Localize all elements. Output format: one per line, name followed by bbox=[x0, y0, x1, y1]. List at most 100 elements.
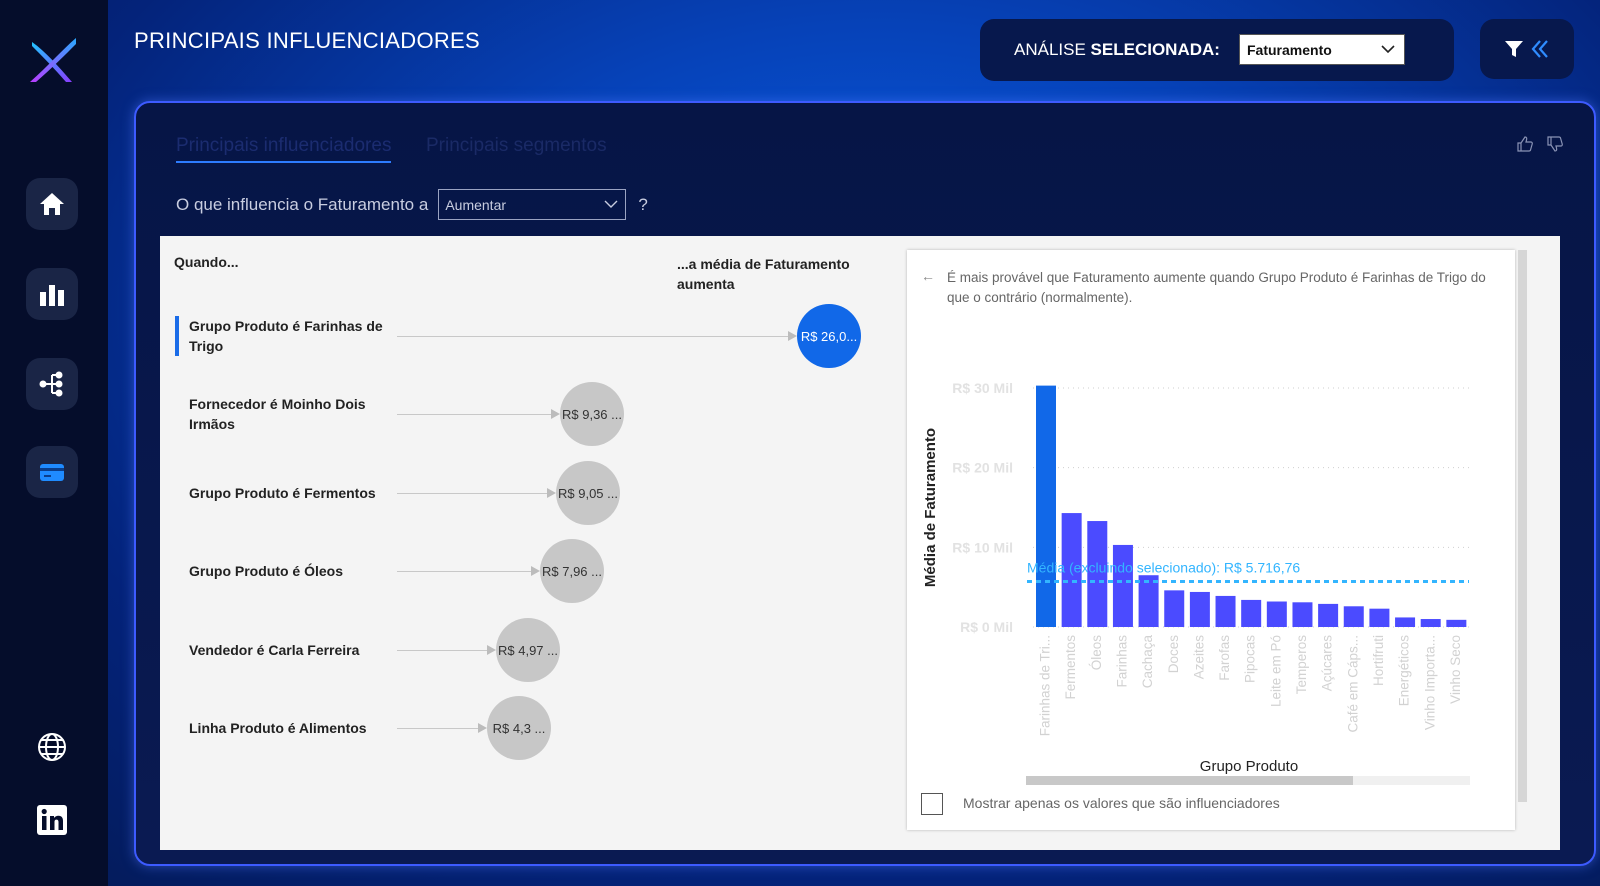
feedback-buttons bbox=[1516, 135, 1564, 153]
chart-horizontal-scrollbar[interactable] bbox=[1026, 776, 1470, 785]
influencer-row-label[interactable]: Grupo Produto é Fermentos bbox=[189, 485, 376, 501]
influencer-value-bubble[interactable]: R$ 4,97 ... bbox=[496, 618, 560, 682]
analysis-dropdown[interactable]: Faturamento bbox=[1239, 34, 1405, 65]
col-average-line2: aumenta bbox=[677, 276, 735, 292]
bar bbox=[1420, 619, 1441, 627]
thumbs-up-icon[interactable] bbox=[1516, 135, 1534, 153]
arrow-right-icon bbox=[487, 645, 496, 655]
chart-scroll-thumb[interactable] bbox=[1026, 776, 1353, 785]
analysis-dropdown-value: Faturamento bbox=[1247, 41, 1332, 58]
bar bbox=[1292, 602, 1313, 627]
question-mark: ? bbox=[638, 194, 648, 214]
x-tick-label: Pipocas bbox=[1243, 635, 1258, 683]
x-tick-label: Cachaça bbox=[1140, 635, 1155, 689]
influencer-row-line bbox=[397, 571, 534, 572]
x-tick-label: Café em Cáps... bbox=[1345, 635, 1360, 733]
influencer-row-label[interactable]: Grupo Produto é Óleos bbox=[189, 563, 344, 579]
x-tick-label: Azeites bbox=[1191, 635, 1206, 680]
bar bbox=[1369, 608, 1390, 627]
back-arrow-icon[interactable]: ← bbox=[921, 268, 935, 284]
bar bbox=[1266, 601, 1287, 627]
bar bbox=[1395, 617, 1416, 627]
x-tick-label: Energéticos bbox=[1397, 635, 1412, 707]
bar bbox=[1241, 599, 1262, 627]
arrow-right-icon bbox=[478, 723, 487, 733]
tab-key-influencers[interactable]: Principais influenciadores bbox=[176, 135, 392, 163]
y-tick-label: R$ 20 Mil bbox=[952, 460, 1013, 476]
show-only-influencers-label: Mostrar apenas os valores que são influe… bbox=[963, 795, 1280, 811]
bar bbox=[1318, 603, 1339, 627]
influencer-detail-card: ← É mais provável que Faturamento aument… bbox=[907, 250, 1515, 830]
x-tick-label: Hortifruti bbox=[1371, 635, 1386, 686]
x-tick-label: Vinho Seco bbox=[1448, 635, 1463, 704]
influencer-row-line bbox=[397, 650, 490, 651]
influencer-row-line bbox=[397, 493, 550, 494]
bar bbox=[1164, 590, 1185, 627]
x-tick-label: Açúcares bbox=[1320, 635, 1335, 692]
influencer-row-line bbox=[397, 728, 481, 729]
influencer-row-label[interactable]: Vendedor é Carla Ferreira bbox=[189, 642, 360, 658]
influencer-value-bubble[interactable]: R$ 9,36 ... bbox=[560, 382, 624, 446]
influencer-value-bubble[interactable]: R$ 9,05 ... bbox=[556, 461, 620, 525]
selected-row-indicator bbox=[175, 316, 179, 356]
linkedin-link[interactable] bbox=[32, 800, 72, 840]
key-influencers-panel: Principais influenciadores Principais se… bbox=[134, 101, 1596, 866]
y-tick-label: R$ 10 Mil bbox=[952, 539, 1013, 555]
arrow-right-icon bbox=[551, 409, 560, 419]
show-only-influencers-checkbox[interactable] bbox=[921, 793, 943, 815]
influencer-value-bubble[interactable]: R$ 7,96 ... bbox=[540, 539, 604, 603]
thumbs-down-icon[interactable] bbox=[1546, 135, 1564, 153]
globe-link[interactable] bbox=[32, 727, 72, 767]
decomposition-tree-icon bbox=[39, 371, 63, 397]
x-axis-title: Grupo Produto bbox=[1200, 758, 1298, 775]
y-tick-label: R$ 0 Mil bbox=[960, 619, 1013, 635]
y-tick-label: R$ 30 Mil bbox=[952, 380, 1013, 396]
col-when-header: Quando... bbox=[174, 254, 239, 270]
nav-charts-button[interactable] bbox=[26, 268, 78, 320]
detail-description: É mais provável que Faturamento aumente … bbox=[947, 270, 1486, 305]
x-tick-label: Farofas bbox=[1217, 635, 1232, 681]
double-chevron-left-icon bbox=[1531, 40, 1548, 58]
bar bbox=[1036, 385, 1056, 627]
bar bbox=[1446, 619, 1467, 627]
col-average-header: ...a média de Faturamento aumenta bbox=[677, 254, 850, 294]
influencer-row-label[interactable]: Linha Produto é Alimentos bbox=[189, 720, 367, 736]
detail-vertical-scrollbar[interactable] bbox=[1518, 250, 1527, 802]
x-tick-label: Vinho Importa... bbox=[1422, 635, 1437, 730]
x-tick-label: Óleos bbox=[1089, 635, 1104, 671]
influencer-value-bubble[interactable]: R$ 4,3 ... bbox=[487, 696, 551, 760]
influencers-canvas: Quando... ...a média de Faturamento aume… bbox=[160, 236, 1560, 850]
influencer-row-label[interactable]: Grupo Produto é Farinhas de Trigo bbox=[189, 318, 383, 354]
nav-home-button[interactable] bbox=[26, 178, 78, 230]
bar-chart-icon bbox=[40, 285, 64, 306]
arrow-right-icon bbox=[531, 566, 540, 576]
app-logo bbox=[26, 36, 80, 86]
bar bbox=[1138, 575, 1159, 627]
x-tick-label: Doces bbox=[1166, 635, 1181, 674]
nav-card-button[interactable] bbox=[26, 446, 78, 498]
influencer-bar-chart: R$ 0 Mil R$ 10 Mil R$ 20 Mil R$ 30 Mil Farin… bbox=[922, 380, 1469, 775]
influencer-row-line bbox=[397, 414, 554, 415]
x-tick-label: Farinhas bbox=[1115, 635, 1130, 688]
col-average-line1: ...a média de Faturamento bbox=[677, 256, 850, 272]
arrow-right-icon bbox=[788, 331, 797, 341]
bar bbox=[1189, 591, 1210, 627]
bar bbox=[1112, 544, 1133, 627]
home-icon bbox=[40, 193, 64, 215]
average-reference-label: Média (excluindo selecionado): R$ 5.716,… bbox=[1027, 559, 1300, 575]
influencer-value-bubble[interactable]: R$ 26,0... bbox=[797, 304, 861, 368]
bar bbox=[1061, 513, 1082, 627]
x-tick-label: Farinhas de Tri... bbox=[1038, 635, 1053, 736]
direction-dropdown[interactable]: Aumentar bbox=[438, 189, 627, 220]
influence-question: O que influencia o Faturamento a Aumenta… bbox=[176, 189, 648, 220]
bar bbox=[1087, 521, 1108, 627]
analysis-selector: ANÁLISE SELECIONADA: Faturamento bbox=[980, 19, 1454, 81]
x-tick-label: Leite em Pó bbox=[1268, 635, 1283, 707]
filter-icon bbox=[1505, 41, 1523, 57]
arrow-right-icon bbox=[547, 488, 556, 498]
filter-panel-button[interactable] bbox=[1480, 19, 1574, 79]
tab-top-segments[interactable]: Principais segmentos bbox=[426, 135, 607, 156]
influencer-row-label[interactable]: Fornecedor é Moinho Dois Irmãos bbox=[189, 396, 366, 432]
question-prefix: O que influencia o Faturamento a bbox=[176, 194, 429, 214]
nav-decomposition-button[interactable] bbox=[26, 358, 78, 410]
